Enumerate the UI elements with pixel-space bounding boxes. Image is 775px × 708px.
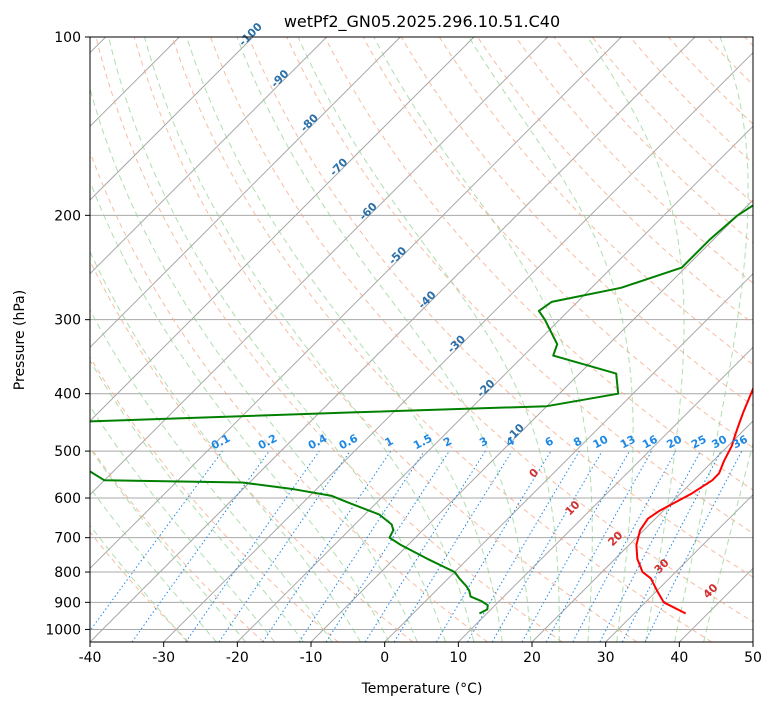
dry-adiabat-line — [286, 37, 753, 534]
mixing-ratio-line — [545, 450, 653, 642]
mixing-ratio-label: 16 — [640, 433, 660, 452]
moist-adiabat-line — [587, 37, 685, 642]
mixing-ratio-line — [572, 450, 677, 642]
y-tick-label: 200 — [54, 208, 81, 224]
x-tick-label: 40 — [670, 650, 688, 666]
moist-adiabat-line — [90, 250, 362, 642]
x-tick-label: -20 — [226, 650, 249, 666]
isotherm-line — [605, 493, 753, 642]
y-tick-label: 300 — [54, 313, 81, 329]
moist-adiabat-line — [108, 37, 447, 642]
isotherm-line — [384, 272, 753, 642]
moist-adiabat-line — [373, 37, 593, 642]
moist-adiabat-line — [236, 37, 532, 642]
mixing-ratio-label: 36 — [730, 433, 750, 452]
mixing-ratio-label: 30 — [710, 433, 730, 452]
mixing-ratio-label: 25 — [689, 433, 709, 452]
mixing-ratio-line — [131, 450, 270, 642]
isotherm-line — [531, 420, 753, 642]
moist-adiabat-line — [703, 441, 753, 642]
moist-adiabat-line — [90, 359, 304, 642]
y-tick-label: 500 — [54, 444, 81, 460]
isotherm-line — [90, 37, 549, 496]
y-tick-label: 600 — [54, 491, 81, 507]
dry-adiabat-line — [324, 37, 753, 491]
isotherm-line — [236, 125, 753, 642]
mixing-ratio-label: 20 — [664, 433, 684, 452]
x-tick-label: -40 — [79, 650, 102, 666]
x-tick-label: -30 — [152, 650, 175, 666]
mixing-ratio-line — [218, 450, 351, 642]
moist-adiabat-line — [90, 405, 276, 642]
mixing-ratio-line — [185, 450, 320, 642]
isotherm-line — [90, 37, 328, 275]
x-tick-label: 50 — [744, 650, 762, 666]
mixing-ratio-line — [491, 450, 603, 642]
mixing-ratio-line — [521, 450, 630, 642]
moist-adiabat-line — [297, 37, 560, 642]
mixing-ratio-line — [364, 450, 486, 642]
isotherm-line — [90, 37, 475, 422]
y-tick-label: 800 — [54, 565, 81, 581]
moist-adiabat-line — [144, 37, 475, 642]
x-axis-label: Temperature (°C) — [361, 681, 483, 697]
plot-frame — [89, 36, 754, 643]
y-tick-label: 1000 — [45, 622, 81, 638]
moist-adiabat-line — [90, 180, 390, 642]
profile-lines — [90, 204, 753, 615]
mixing-ratio-line — [435, 450, 552, 642]
moist-adiabat-line — [90, 447, 247, 642]
plot-background — [90, 37, 753, 642]
dry-adiabat-line — [95, 37, 563, 642]
dry-adiabat-line — [90, 531, 190, 642]
y-tick-label: 400 — [54, 387, 81, 403]
y-tick-label: 700 — [54, 531, 81, 547]
isotherm-line — [90, 37, 622, 570]
background-lines — [90, 37, 753, 642]
moist-adiabat-line — [90, 524, 188, 642]
moist-adiabat-line — [90, 86, 418, 642]
x-tick-label: -10 — [300, 650, 323, 666]
dry-adiabat-line — [362, 37, 753, 449]
dry-adiabat-line — [438, 37, 753, 366]
moist-adiabat-line — [90, 486, 217, 642]
x-tick-label: 10 — [449, 650, 467, 666]
mixing-ratio-line — [90, 450, 223, 632]
mixing-ratio-label: 10 — [591, 433, 611, 452]
y-tick-label: 900 — [54, 595, 81, 611]
isotherm-line — [163, 51, 753, 642]
x-tick-label: 20 — [523, 650, 541, 666]
moist-adiabat-line — [186, 37, 503, 642]
chart-title: wetPf2_GN05.2025.296.10.51.C40 — [284, 12, 560, 32]
dewpoint-line — [90, 204, 753, 615]
moist-adiabat-line — [674, 37, 749, 642]
temperature-line — [635, 385, 753, 615]
dry-adiabat-line — [133, 37, 638, 642]
dry-adiabat-line — [90, 259, 414, 642]
isotherm-line — [90, 37, 254, 201]
y-axis-label: Pressure (hPa) — [12, 290, 28, 390]
moist-adiabat-line — [90, 308, 333, 642]
dry-adiabat-line — [400, 37, 753, 407]
x-tick-label: 0 — [380, 650, 389, 666]
dry-adiabat-line — [90, 356, 339, 642]
x-tick-label: 30 — [597, 650, 615, 666]
dry-adiabat-line — [210, 37, 753, 623]
isotherm-line — [457, 346, 753, 642]
isotherm-line — [90, 37, 401, 349]
mixing-ratio-line — [325, 450, 450, 642]
mixing-ratio-line — [393, 450, 513, 642]
y-tick-label: 100 — [54, 30, 81, 46]
axis-ticks: -40 -30 -20 -10 0 10 20 30 40 50 100 200 300 400 500 60… — [45, 30, 762, 666]
isotherm-line — [752, 641, 753, 642]
mixing-ratio-label: 13 — [618, 433, 638, 452]
dry-adiabat-line — [248, 37, 753, 578]
